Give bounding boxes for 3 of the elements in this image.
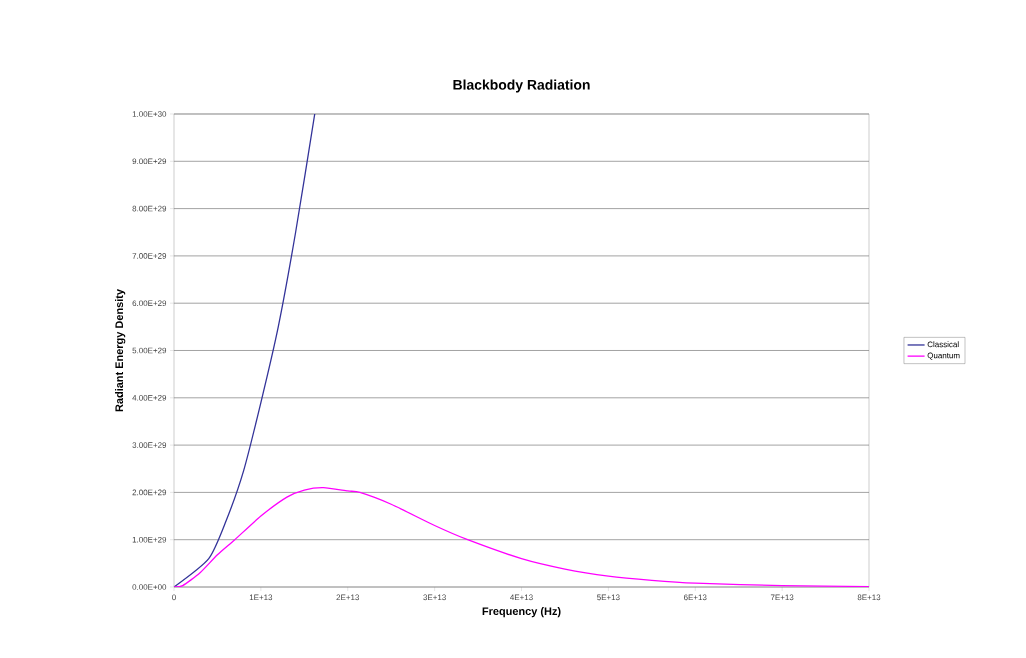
y-axis-title: Radiant Energy Density [115, 289, 126, 412]
chart-title: Blackbody Radiation [453, 79, 590, 93]
x-axis-title: Frequency (Hz) [482, 607, 561, 618]
